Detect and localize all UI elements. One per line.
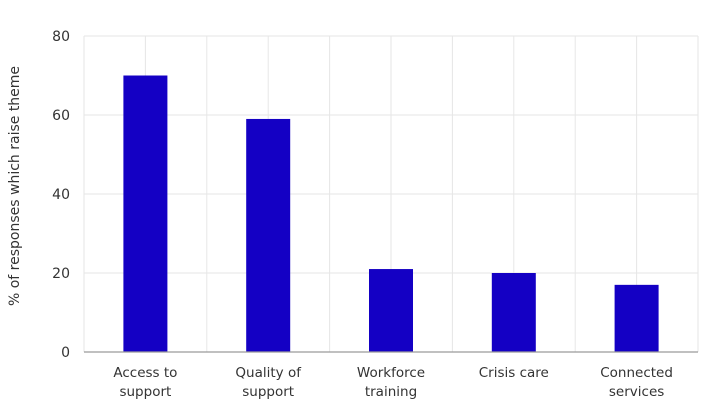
- category-label-line: support: [242, 384, 294, 400]
- category-label: Connected services: [600, 365, 673, 400]
- category-label-line: Workforce: [357, 365, 425, 381]
- bar: [614, 284, 659, 352]
- category-label-line: Access to: [113, 365, 177, 381]
- bar: [369, 269, 413, 352]
- bar: [123, 75, 168, 352]
- y-tick-label: 80: [52, 29, 70, 45]
- category-label-line: Crisis care: [479, 365, 549, 381]
- category-label: Crisis care: [479, 365, 549, 381]
- y-tick-label: 60: [52, 108, 70, 124]
- y-axis-title: % of responses which raise theme: [7, 66, 23, 306]
- y-tick-labels: 0 20 40 60 80: [52, 29, 70, 361]
- category-labels: Access to support Quality of support Workfor…: [113, 365, 673, 400]
- bar: [491, 273, 536, 352]
- category-label-line: services: [609, 384, 664, 400]
- bars: [123, 75, 659, 352]
- y-tick-label: 20: [52, 266, 70, 282]
- category-label-line: support: [119, 384, 171, 400]
- category-label-line: training: [365, 384, 417, 400]
- category-label: Workforce training: [357, 365, 425, 400]
- category-label: Quality of support: [235, 365, 302, 400]
- category-label-line: Quality of: [235, 365, 302, 381]
- y-tick-label: 40: [52, 187, 70, 203]
- category-label-line: Connected: [600, 365, 673, 381]
- bar: [246, 118, 291, 352]
- category-label: Access to support: [113, 365, 177, 400]
- y-tick-label: 0: [61, 345, 70, 361]
